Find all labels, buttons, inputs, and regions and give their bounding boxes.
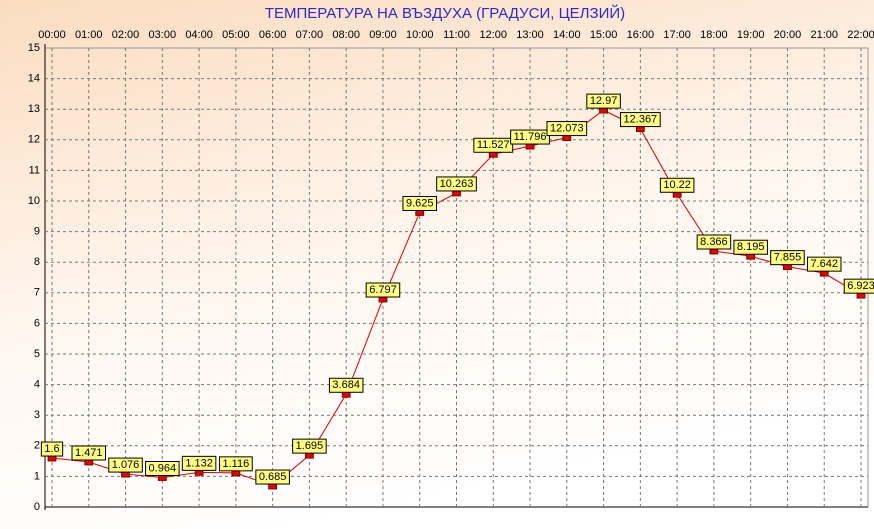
x-tick-label: 02:00 — [112, 29, 140, 41]
x-tick-label: 07:00 — [296, 29, 324, 41]
value-label: 6.797 — [369, 284, 397, 296]
value-label-box — [510, 129, 550, 145]
value-label: 3.684 — [332, 379, 360, 391]
y-tick-label: 15 — [28, 42, 40, 54]
x-tick-label: 15:00 — [590, 29, 618, 41]
value-label-box — [255, 469, 290, 485]
value-label: 7.855 — [774, 252, 802, 264]
value-label: 1.6 — [44, 443, 59, 455]
value-label-box — [620, 112, 661, 128]
x-tick-label: 06:00 — [259, 29, 287, 41]
y-tick-label: 6 — [34, 317, 40, 329]
value-label-box — [696, 234, 732, 250]
value-label: 10.22 — [663, 179, 691, 191]
value-label-box — [365, 282, 401, 298]
value-label: 1.471 — [75, 447, 103, 459]
x-tick-label: 03:00 — [149, 29, 177, 41]
y-tick-label: 11 — [29, 164, 40, 176]
value-label-box — [473, 137, 514, 153]
x-tick-label: 18:00 — [700, 29, 728, 41]
value-label-box — [733, 239, 768, 255]
value-label: 11.796 — [514, 131, 547, 143]
x-tick-label: 08:00 — [332, 29, 360, 41]
value-label: 1.116 — [223, 458, 250, 470]
value-label-box — [806, 256, 842, 272]
x-tick-label: 01:00 — [75, 29, 103, 41]
value-label-box — [770, 250, 805, 266]
y-tick-label: 2 — [34, 440, 40, 452]
x-tick-label: 11:00 — [443, 29, 470, 41]
y-tick-label: 0 — [34, 501, 40, 513]
y-tick-label: 9 — [34, 226, 40, 238]
value-label-box — [40, 441, 64, 457]
value-label-box — [546, 121, 588, 137]
value-label: 10.263 — [440, 178, 474, 190]
value-label: 0.964 — [149, 462, 177, 474]
y-tick-label: 14 — [28, 73, 40, 85]
value-label-box — [108, 457, 143, 473]
y-tick-label: 13 — [28, 103, 40, 115]
x-tick-label: 00:00 — [38, 29, 66, 41]
value-label: 0.685 — [259, 471, 287, 483]
value-label-box — [181, 455, 217, 471]
value-label-box — [292, 438, 327, 454]
x-tick-label: 12:00 — [480, 29, 508, 41]
x-tick-label: 14:00 — [553, 29, 581, 41]
value-label-box — [71, 445, 107, 461]
x-tick-label: 21:00 — [810, 29, 838, 41]
value-label: 12.073 — [550, 122, 584, 134]
x-tick-label: 13:00 — [516, 29, 544, 41]
value-label-box — [659, 177, 695, 193]
x-tick-label: 17:00 — [663, 29, 691, 41]
value-label: 1.695 — [296, 440, 324, 452]
value-label: 1.132 — [185, 457, 213, 469]
x-tick-label: 10:00 — [406, 29, 434, 41]
x-tick-label: 09:00 — [369, 29, 397, 41]
value-label-box — [145, 461, 180, 477]
x-tick-label: 22:00 — [847, 29, 874, 41]
value-label-box — [328, 377, 364, 393]
value-label: 1.076 — [112, 459, 140, 471]
value-label-box — [402, 195, 437, 211]
y-tick-label: 12 — [28, 134, 40, 146]
value-label: 7.642 — [810, 258, 838, 270]
value-label-box — [843, 278, 874, 294]
value-label: 8.195 — [737, 241, 765, 253]
y-tick-label: 10 — [28, 195, 40, 207]
value-label: 12.97 — [590, 95, 618, 107]
chart-title: ТЕМПЕРАТУРА НА ВЪЗДУХА (ГРАДУСИ, ЦЕЛЗИЙ) — [265, 4, 625, 22]
value-label: 9.625 — [406, 197, 434, 209]
y-tick-label: 3 — [34, 409, 40, 421]
x-tick-label: 19:00 — [737, 29, 765, 41]
x-tick-label: 16:00 — [627, 29, 655, 41]
value-label-box — [219, 456, 253, 472]
x-tick-label: 04:00 — [185, 29, 213, 41]
y-tick-label: 7 — [34, 287, 40, 299]
value-label: 11.527 — [477, 139, 510, 151]
value-label: 12.367 — [624, 113, 658, 125]
y-tick-label: 5 — [34, 348, 40, 360]
value-label-box — [436, 176, 477, 192]
y-tick-label: 1 — [34, 470, 40, 482]
value-label-box — [586, 93, 621, 109]
y-tick-label: 4 — [34, 379, 40, 391]
x-tick-label: 20:00 — [774, 29, 802, 41]
y-tick-label: 8 — [34, 256, 40, 268]
x-tick-label: 05:00 — [222, 29, 250, 41]
value-label: 8.366 — [700, 236, 728, 248]
value-label: 6.923 — [847, 280, 874, 292]
